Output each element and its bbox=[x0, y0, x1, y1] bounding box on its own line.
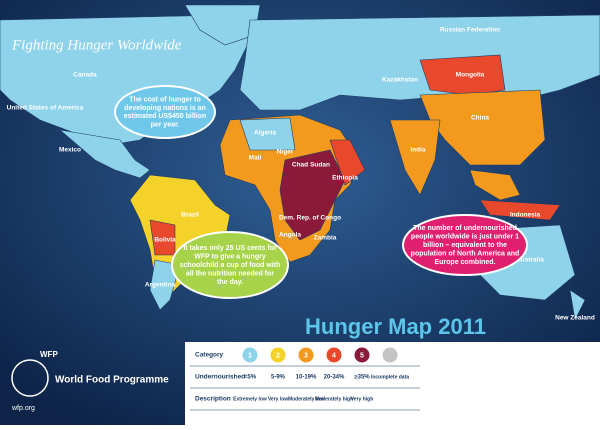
category-swatch bbox=[297, 346, 315, 364]
country-label: New Zealand bbox=[555, 315, 595, 322]
country-label: Argentina bbox=[145, 282, 176, 289]
description: Moderately low bbox=[288, 396, 324, 402]
logo-name: World Food Programme bbox=[55, 375, 169, 386]
country-label: Sudan bbox=[310, 162, 330, 169]
undernourished-range: <5% bbox=[244, 375, 257, 381]
country-label: Mexico bbox=[59, 147, 81, 154]
category-number: 1 bbox=[248, 352, 252, 359]
category-number: 2 bbox=[276, 352, 280, 359]
callout-text: The cost of hunger to developing nations … bbox=[124, 96, 206, 128]
description: Very low bbox=[268, 396, 288, 402]
description: Very high bbox=[351, 396, 374, 402]
country-label: Russian Federation bbox=[440, 27, 500, 34]
logo-emblem bbox=[11, 359, 49, 397]
country-label: Australia bbox=[516, 257, 544, 264]
country-label: Angola bbox=[279, 232, 301, 239]
category-number: 5 bbox=[360, 352, 364, 359]
country-label: Zambia bbox=[314, 235, 337, 242]
logo-url: wfp.org bbox=[11, 405, 35, 412]
country-label: United States of America bbox=[7, 105, 84, 112]
logo-acronym: WFP bbox=[40, 350, 58, 359]
callout-bubble bbox=[402, 214, 528, 276]
country-label: Indonesia bbox=[510, 212, 541, 219]
country-label: Bolivia bbox=[154, 237, 176, 244]
country-label: Brazil bbox=[181, 212, 199, 219]
description: Extremely low bbox=[233, 396, 267, 402]
legend-row-label: Description bbox=[195, 396, 231, 403]
undernourished-range: Incomplete data bbox=[371, 374, 409, 380]
legend-row-label: Undernourished bbox=[195, 374, 245, 381]
callouts: The cost of hunger to developing nations … bbox=[124, 96, 520, 285]
logo: WFP World Food Programme wfp.org bbox=[11, 350, 169, 412]
category-swatch bbox=[353, 346, 371, 364]
map-title: Hunger Map 2011 bbox=[305, 314, 486, 339]
country-label: Canada bbox=[73, 72, 97, 79]
callout-text: It takes only 25 US cents for WFP to give… bbox=[180, 245, 281, 286]
country-label: Mali bbox=[249, 155, 262, 162]
country-label: China bbox=[471, 115, 489, 122]
legend-row-label: Category bbox=[195, 352, 224, 359]
country-label: Niger bbox=[277, 149, 294, 156]
category-swatch bbox=[381, 346, 399, 364]
poster-title: Fighting Hunger Worldwide bbox=[11, 37, 182, 53]
category-swatch bbox=[325, 346, 343, 364]
legend: Category Undernourished Description 1 <5% Ext… bbox=[190, 346, 420, 411]
undernourished-range: 20-34% bbox=[324, 375, 345, 381]
land bbox=[0, 4, 600, 321]
country-label: Kazakhstan bbox=[382, 77, 418, 84]
country-label: Mongolia bbox=[456, 72, 485, 79]
country-label: Chad bbox=[292, 162, 308, 169]
callout-text: The number of undernourished people world… bbox=[411, 225, 520, 266]
country-labels: Russian Federation Canada United States of… bbox=[7, 27, 595, 322]
country-label: Ethiopia bbox=[332, 175, 358, 182]
description: Moderately high bbox=[315, 396, 353, 402]
country-label: Dem. Rep. of Congo bbox=[279, 215, 341, 222]
category-swatch bbox=[241, 346, 259, 364]
callout-bubble bbox=[114, 85, 216, 139]
undernourished-range: 5-9% bbox=[271, 375, 286, 381]
country-label: Algeria bbox=[254, 130, 276, 137]
callout-bubble bbox=[171, 231, 289, 299]
category-number: 3 bbox=[304, 352, 308, 359]
category-number: 4 bbox=[332, 352, 336, 359]
undernourished-range: 10-19% bbox=[296, 375, 317, 381]
category-swatch bbox=[269, 346, 287, 364]
country-label: India bbox=[410, 147, 426, 154]
undernourished-range: ≥35% bbox=[354, 375, 370, 381]
